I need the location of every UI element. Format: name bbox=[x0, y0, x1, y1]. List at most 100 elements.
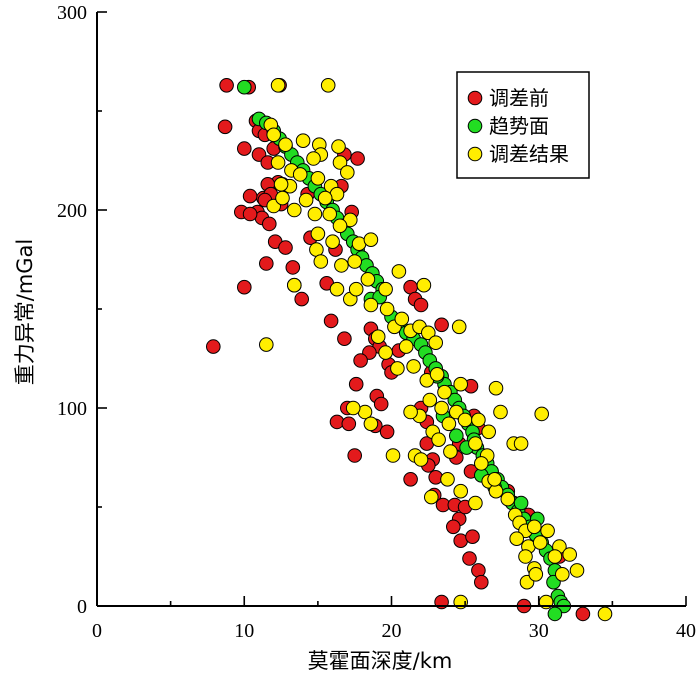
data-point-series-3 bbox=[334, 258, 349, 273]
data-point-series-3 bbox=[487, 472, 502, 487]
data-point-series-3 bbox=[453, 483, 469, 499]
data-point-series-3 bbox=[471, 412, 486, 428]
data-point-series-3 bbox=[379, 301, 395, 317]
data-point-series-3 bbox=[292, 167, 308, 182]
data-point-series-3 bbox=[360, 272, 376, 287]
data-point-series-3 bbox=[307, 206, 323, 222]
data-point-series-2 bbox=[449, 428, 464, 444]
data-point-series-3 bbox=[500, 491, 516, 507]
data-point-series-3 bbox=[406, 359, 421, 374]
data-point-series-1 bbox=[373, 396, 389, 412]
tick-layer: 0 10 20 30 40 0 100 200 300 bbox=[57, 2, 696, 642]
data-point-series-3 bbox=[310, 171, 326, 186]
data-point-series-3 bbox=[287, 277, 302, 293]
y-tick-label: 0 bbox=[77, 596, 87, 618]
data-point-series-3 bbox=[347, 254, 363, 269]
data-point-series-3 bbox=[518, 549, 533, 564]
data-point-series-3 bbox=[345, 400, 361, 416]
data-point-series-1 bbox=[337, 331, 352, 347]
y-axis-title: 重力异常/mGal bbox=[13, 239, 37, 386]
y-tick-label: 200 bbox=[57, 200, 87, 222]
data-point-series-1 bbox=[575, 606, 591, 622]
data-point-series-1 bbox=[350, 151, 365, 166]
data-point-series-3 bbox=[331, 139, 346, 154]
data-point-series-1 bbox=[474, 574, 489, 590]
data-point-series-3 bbox=[275, 190, 290, 206]
data-point-series-3 bbox=[468, 495, 483, 511]
data-point-series-3 bbox=[443, 444, 458, 459]
data-point-series-1 bbox=[323, 313, 339, 329]
data-point-series-1 bbox=[237, 141, 252, 156]
x-tick-label: 10 bbox=[234, 620, 254, 642]
data-point-series-3 bbox=[306, 151, 321, 166]
data-point-series-3 bbox=[363, 232, 379, 247]
data-point-series-3 bbox=[390, 361, 405, 376]
data-point-series-3 bbox=[370, 329, 386, 345]
data-point-series-3 bbox=[270, 155, 286, 170]
data-point-series-3 bbox=[325, 234, 340, 249]
legend-label-series-3: 调差结果 bbox=[489, 142, 569, 166]
data-point-series-1 bbox=[347, 448, 363, 463]
data-point-series-1 bbox=[217, 119, 233, 135]
data-point-series-3 bbox=[322, 206, 338, 222]
legend-marker-series-2 bbox=[467, 118, 483, 134]
data-point-series-2 bbox=[547, 606, 563, 622]
data-point-series-1 bbox=[413, 297, 429, 313]
data-point-series-1 bbox=[341, 416, 357, 432]
data-point-series-3 bbox=[488, 380, 504, 396]
data-point-series-3 bbox=[259, 337, 274, 352]
data-point-series-3 bbox=[317, 190, 333, 206]
data-point-series-3 bbox=[340, 165, 355, 180]
data-point-series-3 bbox=[398, 339, 414, 354]
data-point-series-3 bbox=[385, 448, 401, 463]
data-point-series-3 bbox=[295, 133, 311, 148]
data-point-series-3 bbox=[451, 319, 467, 335]
data-point-series-1 bbox=[379, 424, 395, 440]
x-tick-label: 40 bbox=[676, 620, 696, 642]
data-point-series-1 bbox=[446, 519, 461, 535]
data-point-series-1 bbox=[294, 291, 310, 307]
data-point-series-3 bbox=[527, 519, 542, 535]
data-point-series-3 bbox=[428, 335, 444, 351]
x-tick-label: 20 bbox=[382, 620, 402, 642]
data-point-series-3 bbox=[422, 392, 438, 408]
data-point-series-1 bbox=[262, 216, 277, 232]
data-point-series-1 bbox=[219, 78, 234, 93]
data-point-series-3 bbox=[440, 472, 455, 487]
data-point-series-3 bbox=[363, 297, 379, 313]
data-point-series-3 bbox=[298, 192, 314, 208]
data-point-series-3 bbox=[348, 281, 364, 297]
data-point-series-1 bbox=[242, 188, 258, 204]
data-point-series-1 bbox=[348, 376, 364, 392]
x-tick-label: 0 bbox=[92, 620, 102, 642]
data-point-series-1 bbox=[278, 240, 293, 255]
data-point-series-3 bbox=[363, 416, 379, 432]
data-point-series-3 bbox=[547, 549, 563, 564]
data-point-series-3 bbox=[569, 563, 585, 578]
data-point-series-1 bbox=[285, 260, 301, 275]
data-point-series-3 bbox=[509, 531, 525, 547]
data-point-series-3 bbox=[540, 523, 555, 539]
data-point-series-3 bbox=[421, 325, 436, 341]
data-point-series-1 bbox=[403, 472, 418, 487]
legend-marker-series-3 bbox=[467, 146, 483, 162]
data-point-series-3 bbox=[403, 404, 418, 420]
data-point-series-3 bbox=[378, 345, 393, 360]
y-tick-label: 300 bbox=[57, 2, 87, 24]
data-point-series-1 bbox=[237, 279, 252, 295]
data-point-series-3 bbox=[453, 376, 469, 392]
data-point-series-3 bbox=[555, 567, 570, 582]
data-point-series-2 bbox=[513, 495, 529, 511]
data-point-series-3 bbox=[532, 535, 548, 550]
data-point-series-3 bbox=[441, 416, 457, 432]
data-point-series-3 bbox=[416, 277, 432, 293]
data-point-series-1 bbox=[206, 339, 221, 354]
data-point-series-3 bbox=[513, 436, 529, 451]
data-point-series-3 bbox=[481, 424, 497, 440]
data-point-series-1 bbox=[465, 529, 480, 545]
x-axis-title: 莫霍面深度/km bbox=[308, 649, 453, 673]
data-point-series-3 bbox=[431, 432, 446, 448]
data-point-series-3 bbox=[597, 606, 613, 622]
data-point-series-3 bbox=[429, 367, 445, 382]
